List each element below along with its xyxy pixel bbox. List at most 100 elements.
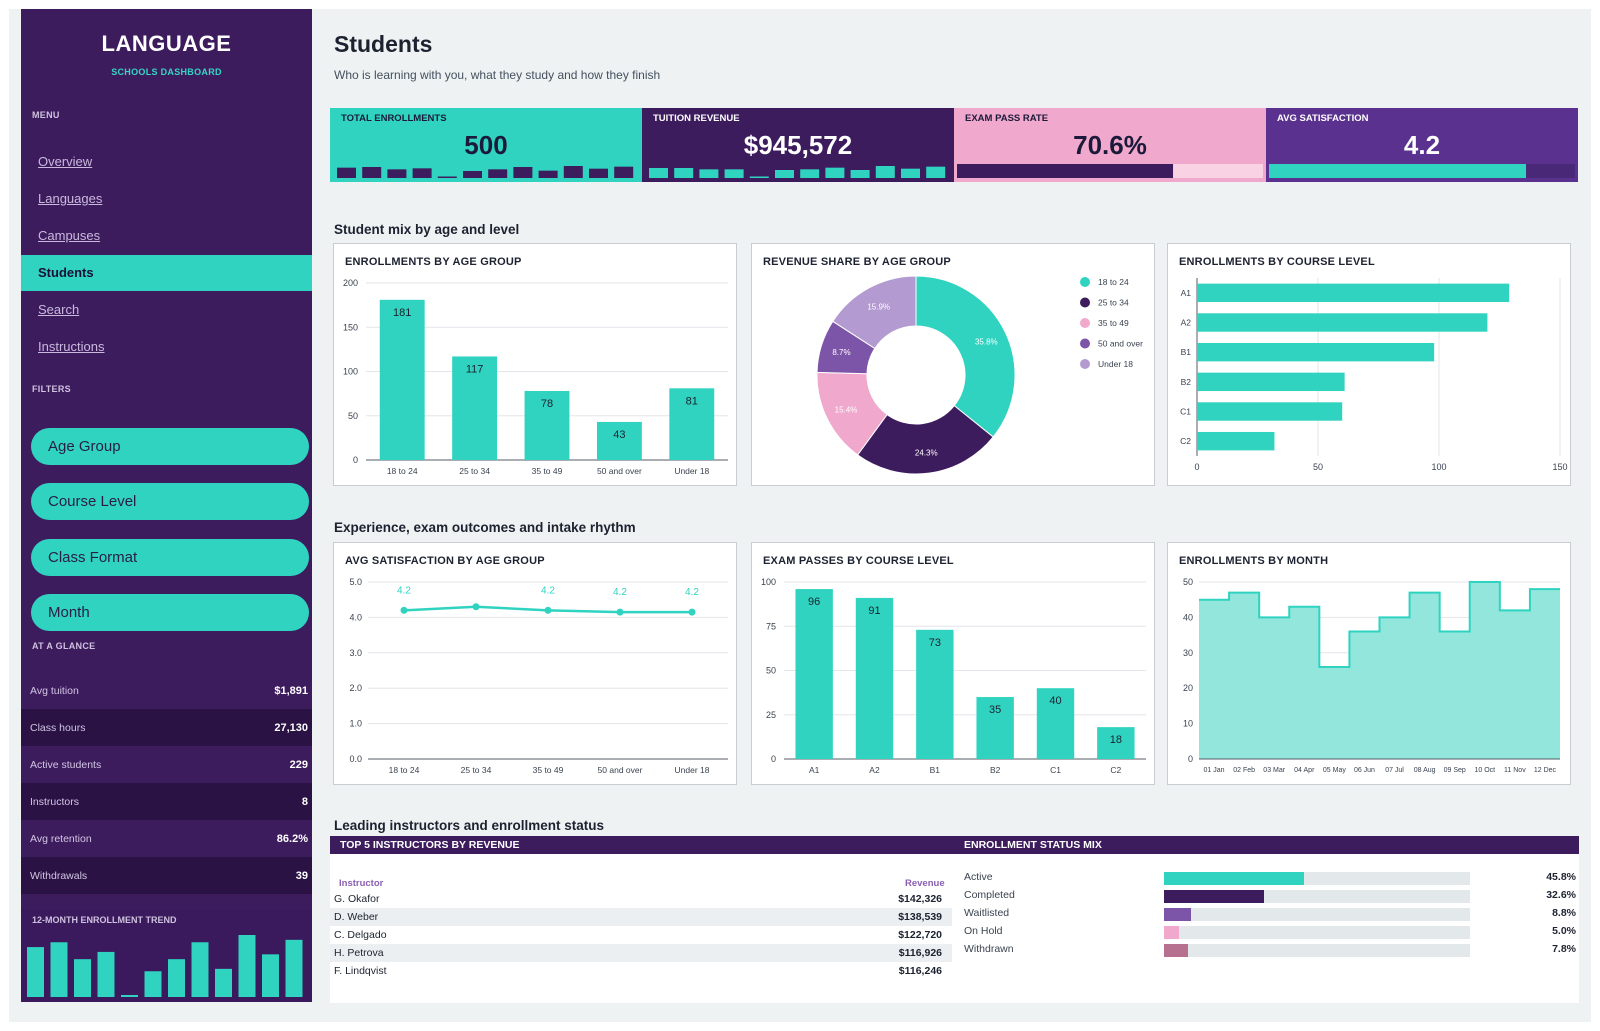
brand: LANGUAGE SCHOOLS DASHBOARD (21, 9, 312, 77)
bar (452, 356, 498, 460)
legend-label: 18 to 24 (1098, 277, 1129, 287)
chart-satisfaction-by-age: 0.0 1.0 2.0 3.0 4.0 5.0 4.2 18 to 24 25 to 34 4.2… (349, 577, 728, 775)
table-row: C. Delgado $122,720 (330, 926, 952, 944)
kpi-value: 500 (464, 130, 508, 160)
x-tick-label: 25 to 34 (459, 466, 490, 476)
status-bar-track (1164, 908, 1470, 921)
col-revenue: Revenue (905, 878, 945, 889)
status-pct: 45.8% (1546, 871, 1576, 883)
glance-instructors: Instructors 8 (21, 783, 312, 820)
slice-label: 24.3% (915, 448, 938, 457)
x-tick-label: 100 (1431, 462, 1446, 472)
x-tick-label: 35 to 49 (532, 466, 563, 476)
status-bar-track (1164, 944, 1470, 957)
glance-label: Withdrawals (30, 869, 88, 882)
kpi-spark-bar (699, 169, 719, 178)
chart-revenue-share: 35.8% 24.3% 15.4% 8.7% 15.9% 18 to 24 25 to 34… (816, 275, 1143, 475)
bar-value-label: 73 (929, 637, 941, 649)
bar-value-label: 40 (1049, 695, 1061, 707)
x-tick-label: Under 18 (675, 765, 710, 775)
x-tick-label: Under 18 (674, 466, 709, 476)
status-bar-fill (1164, 908, 1191, 921)
kpi-spark-bar (538, 170, 558, 178)
bar-value-label: 43 (613, 429, 625, 441)
trend-bar (238, 935, 256, 997)
nav-students[interactable]: Students (21, 255, 312, 291)
y-tick-label: 150 (343, 322, 358, 332)
trend-bar (215, 968, 232, 997)
bar-value-label: 35 (989, 704, 1001, 716)
bar-value-label: 91 (868, 605, 880, 617)
glance-withdrawals: Withdrawals 39 (21, 857, 312, 894)
status-bar-track (1164, 872, 1470, 885)
kpi-value: 70.6% (1073, 130, 1147, 160)
status-label: Waitlisted (964, 907, 1010, 919)
x-tick-label: A2 (869, 765, 880, 775)
y-tick-label: 2.0 (349, 683, 362, 693)
bar (379, 299, 425, 460)
x-tick-label: 150 (1552, 462, 1567, 472)
nav-instructions[interactable]: Instructions (38, 339, 105, 354)
filter-age-group[interactable]: Age Group (31, 428, 309, 465)
kpi-spark-bar (800, 169, 820, 178)
data-point (616, 608, 624, 616)
slice-label: 8.7% (832, 348, 850, 357)
legend-swatch (1080, 359, 1090, 369)
y-tick-label: B2 (1181, 377, 1192, 387)
status-label: Active (964, 871, 993, 883)
x-tick-label: 02 Feb (1233, 767, 1255, 774)
card-enrollments-by-age: ENROLLMENTS BY AGE GROUP 0 50 100 150 200 181… (333, 243, 737, 486)
slice-label: 15.4% (835, 405, 858, 414)
filters-label: FILTERS (32, 384, 71, 394)
y-tick-label: C2 (1180, 436, 1191, 446)
kpi-spark-bar (337, 167, 356, 178)
kpi-spark-bar (901, 168, 920, 178)
data-point (472, 603, 480, 611)
trend-bar (97, 951, 115, 997)
status-bar-fill (1164, 944, 1188, 957)
status-label: Completed (964, 889, 1015, 901)
trend-bar (74, 959, 91, 997)
nav-search[interactable]: Search (38, 302, 80, 317)
bottom-panel: TOP 5 INSTRUCTORS BY REVENUE ENROLLMENT … (330, 836, 1579, 1003)
glance-value: 39 (295, 869, 308, 882)
y-tick-label: 0 (1188, 754, 1193, 764)
status-bar-fill (1164, 872, 1305, 885)
trend-bar (144, 971, 162, 997)
trend-bar (262, 954, 279, 997)
point-label: 4.2 (541, 585, 555, 596)
y-tick-label: A1 (1181, 288, 1192, 298)
bar (795, 589, 833, 759)
bar (1197, 372, 1345, 392)
kpi-spark-bar (749, 176, 769, 178)
chart-title: ENROLLMENTS BY MONTH (1179, 555, 1329, 567)
y-tick-label: 75 (766, 621, 776, 631)
filter-class-format[interactable]: Class Format (31, 539, 309, 576)
card-revenue-share: REVENUE SHARE BY AGE GROUP 35.8% 24.3% 15.… (751, 243, 1155, 486)
x-tick-label: C1 (1050, 765, 1061, 775)
kpi-progress-fill (1269, 164, 1527, 178)
nav-languages[interactable]: Languages (38, 191, 103, 206)
status-bar-track (1164, 926, 1470, 939)
nav-campuses[interactable]: Campuses (38, 228, 101, 243)
nav-overview[interactable]: Overview (38, 154, 93, 169)
kpi-spark-bar (513, 167, 533, 178)
filter-month[interactable]: Month (31, 594, 309, 631)
table-row: H. Petrova $116,926 (330, 944, 952, 962)
chart-title: EXAM PASSES BY COURSE LEVEL (763, 555, 954, 567)
chart-exam-passes: 0 25 50 75 100 96 A1 91 A2 73 B1 35 B2 40 C1 18 C2 (761, 577, 1146, 775)
trend-sparkline (27, 935, 303, 997)
y-tick-label: 0 (771, 754, 776, 764)
x-tick-label: A1 (809, 765, 820, 775)
y-tick-label: 0 (353, 455, 358, 465)
kpi-exam-pass-rate: EXAM PASS RATE 70.6% (954, 108, 1266, 182)
instructor-name: G. Okafor (334, 893, 380, 905)
bar (1197, 283, 1510, 303)
status-pct: 32.6% (1546, 889, 1576, 901)
filter-course-level[interactable]: Course Level (31, 483, 309, 520)
kpi-tuition-revenue: TUITION REVENUE $945,572 (642, 108, 954, 182)
trend-bar (50, 942, 68, 997)
x-tick-label: 0 (1194, 462, 1199, 472)
at-a-glance-label: AT A GLANCE (32, 641, 96, 651)
bar-value-label: 117 (466, 363, 484, 375)
